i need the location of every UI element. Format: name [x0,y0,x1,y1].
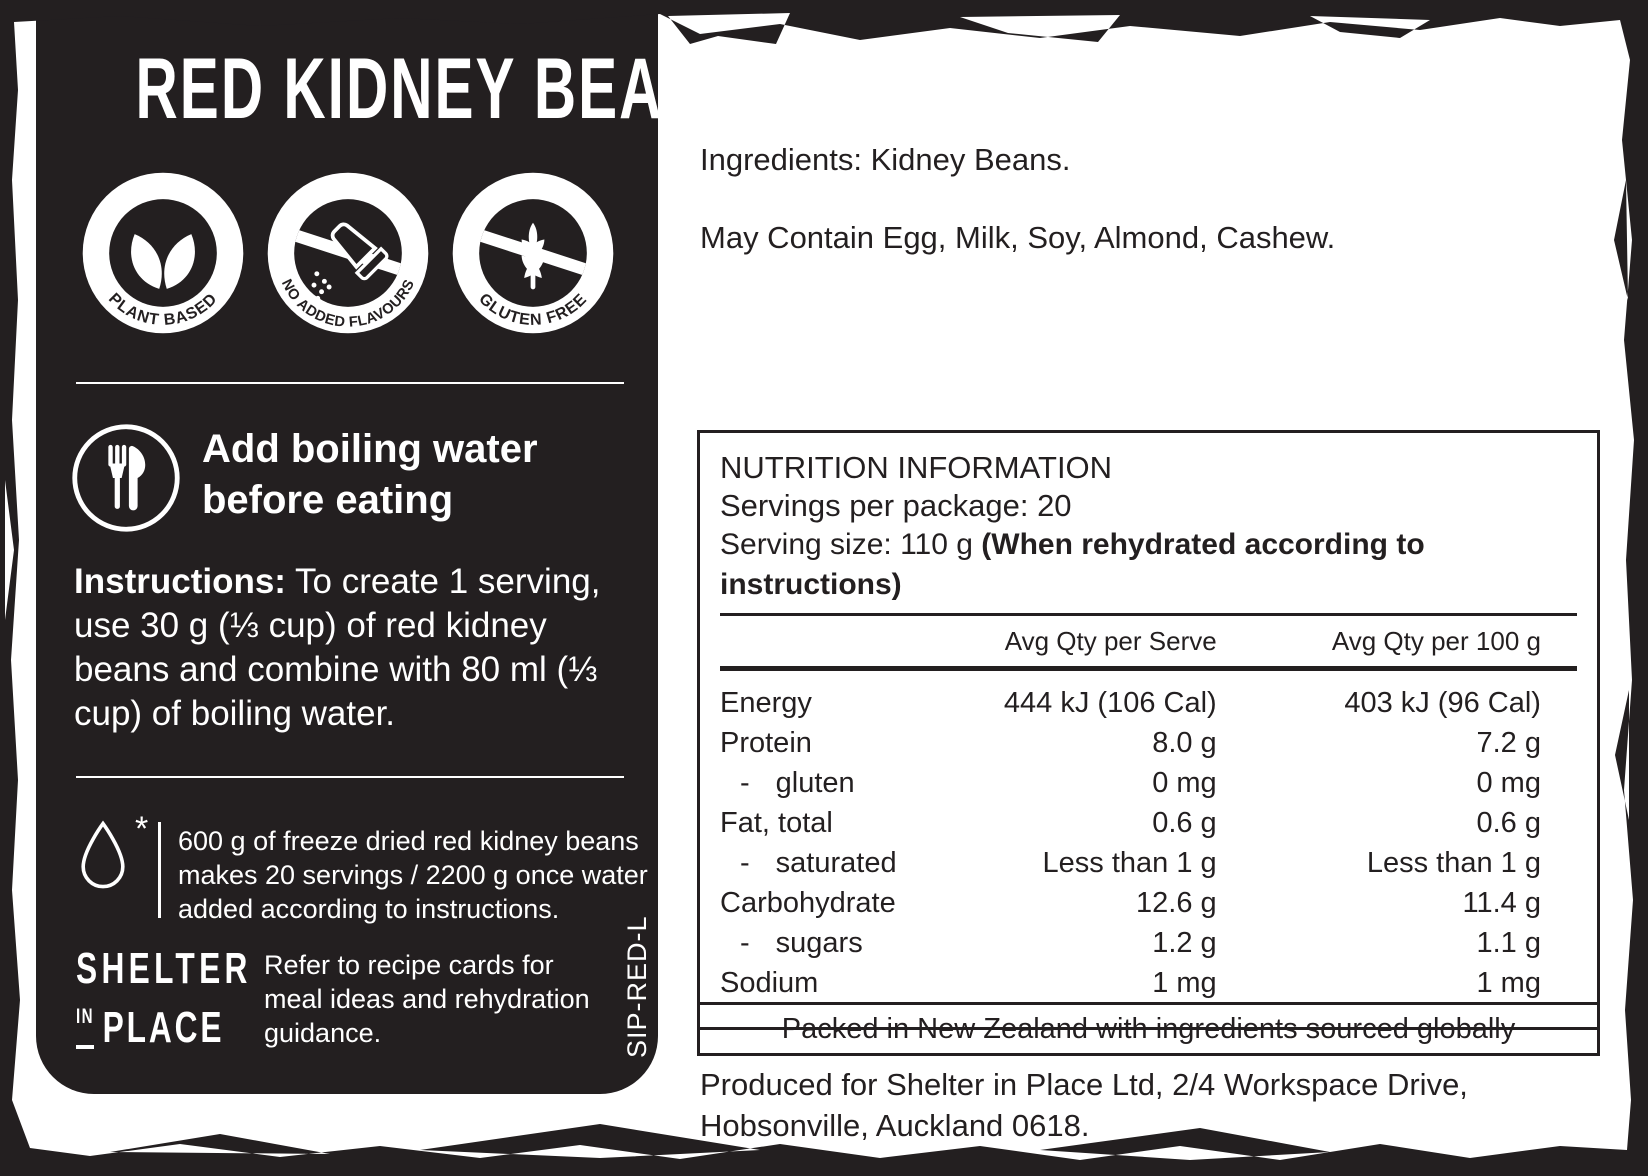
nutrient-name: gluten [775,767,855,799]
serving-size: Serving size: 110 g (When rehydrated acc… [720,525,1577,605]
nutrient-name: Protein [720,727,812,759]
nutrition-header-row: Avg Qty per Serve Avg Qty per 100 g [720,616,1541,666]
nutrition-panel: NUTRITION INFORMATION Servings per packa… [697,430,1600,1030]
per-100g-value: 11.4 g [1462,887,1541,919]
per-100g-value: 1.1 g [1476,927,1541,959]
packed-note-text: Packed in New Zealand with ingredients s… [781,1013,1516,1045]
per-100g-value: 7.2 g [1476,727,1541,759]
per-100g-value: 0.6 g [1476,807,1541,839]
table-row: Carbohydrate 12.6 g 11.4 g [720,883,1541,923]
nutrient-name: Carbohydrate [720,887,896,919]
per-serve-value: 1 mg [1152,967,1217,999]
per-serve-value: 8.0 g [1152,727,1217,759]
nutrient-name: sugars [775,927,863,959]
col-header-per-serve: Avg Qty per Serve [1004,626,1217,656]
per-serve-value: 12.6 g [1136,887,1217,919]
per-100g-value: 403 kJ (96 Cal) [1344,687,1541,719]
table-row: Protein 8.0 g 7.2 g [720,723,1541,763]
table-row: Energy 444 kJ (106 Cal) 403 kJ (96 Cal) [720,683,1541,723]
per-100g-value: Less than 1 g [1366,847,1541,879]
nutrient-name: Fat, total [720,807,833,839]
table-row: - gluten 0 mg 0 mg [720,763,1541,803]
per-serve-value: 444 kJ (106 Cal) [1003,687,1217,719]
producer-line1: Produced for Shelter in Place Ltd, 2/4 W… [700,1067,1468,1102]
row-bullet: - [740,767,750,799]
table-row: Sodium 1 mg 1 mg [720,963,1541,1003]
ingredients-text: Ingredients: Kidney Beans. [700,142,1071,177]
per-100g-value: 1 mg [1476,967,1541,999]
table-row: Fat, total 0.6 g 0.6 g [720,803,1541,843]
table-row: - saturated Less than 1 g Less than 1 g [720,843,1541,883]
allergen-text: May Contain Egg, Milk, Soy, Almond, Cash… [700,220,1336,255]
producer-address: Produced for Shelter in Place Ltd, 2/4 W… [700,1064,1468,1146]
per-serve-value: Less than 1 g [1042,847,1217,879]
per-serve-value: 0 mg [1152,767,1217,799]
row-bullet: - [740,847,750,879]
row-bullet: - [740,927,750,959]
servings-per-package: Servings per package: 20 [720,488,1072,523]
nutrient-name: saturated [775,847,897,879]
producer-line2: Hobsonville, Auckland 0618. [700,1108,1090,1143]
per-serve-value: 0.6 g [1152,807,1217,839]
nutrient-name: Sodium [720,967,819,999]
col-header-per-100g: Avg Qty per 100 g [1331,626,1541,656]
nutrient-name: Energy [720,687,812,719]
per-serve-value: 1.2 g [1152,927,1217,959]
per-100g-value: 0 mg [1476,767,1541,799]
table-row: - sugars 1.2 g 1.1 g [720,923,1541,963]
packed-note-box: Packed in New Zealand with ingredients s… [697,1002,1600,1056]
serving-size-prefix: Serving size: 110 g [720,528,982,561]
nutrition-title: NUTRITION INFORMATION [720,450,1113,485]
